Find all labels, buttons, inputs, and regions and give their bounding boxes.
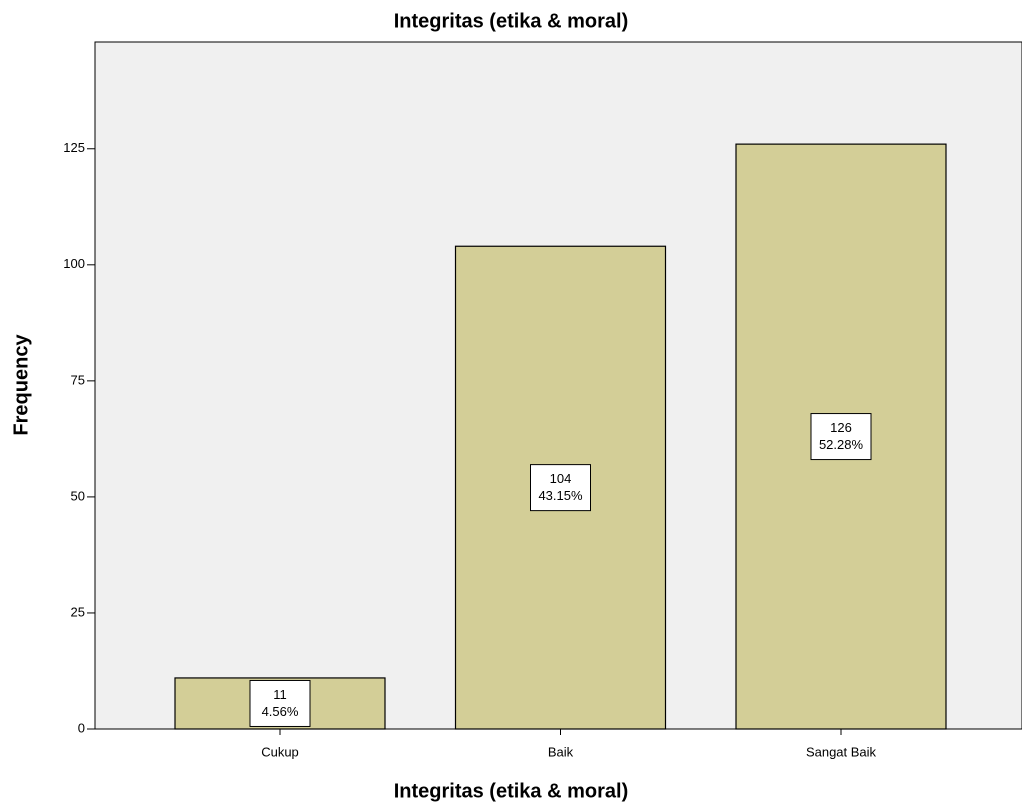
y-axis-title: Frequency [10,334,32,436]
y-tick-label: 100 [63,256,85,271]
data-label-percent: 43.15% [538,488,583,503]
data-label-box [530,464,591,512]
y-tick-label: 75 [71,372,85,387]
data-label-box [810,413,872,461]
data-label: 11 [273,687,287,702]
data-label-box [249,679,311,727]
y-tick-label: 50 [71,488,85,503]
data-label: 126 [830,420,852,435]
data-label-percent: 52.28% [819,437,864,452]
x-tick-label: Sangat Baik [806,744,877,759]
x-tick-label: Cukup [261,744,299,759]
y-tick-label: 25 [71,604,85,619]
y-tick-label: 0 [78,720,85,735]
chart-title: Integritas (etika & moral) [394,10,629,32]
data-label-percent: 4.56% [262,704,299,719]
x-axis-title: Integritas (etika & moral) [394,780,629,802]
x-tick-label: Baik [548,744,574,759]
data-label: 104 [550,471,572,486]
y-tick-label: 125 [63,140,85,155]
